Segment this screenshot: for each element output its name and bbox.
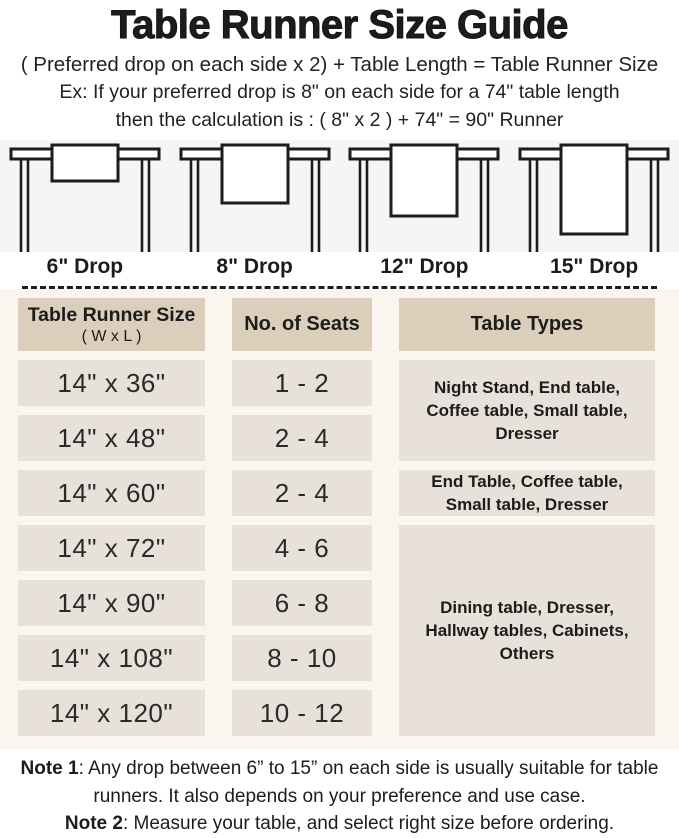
cell-seats-4-6: 4 - 6 — [232, 525, 372, 571]
drop-labels-row: 6" Drop 8" Drop 12" Drop 15" Drop — [0, 252, 679, 286]
cell-size-14x90: 14" x 90" — [18, 580, 205, 626]
cell-size-14x108: 14" x 108" — [18, 635, 205, 681]
drop-label-6in: 6" Drop — [46, 255, 124, 278]
drop-label-15in: 15" Drop — [550, 255, 639, 278]
cell-table-types-group-1: Night Stand, End table, Coffee table, Sm… — [399, 360, 655, 461]
table-figure-slot — [509, 140, 679, 252]
table-figure-15in-drop — [518, 143, 670, 252]
example-line-2: then the calculation is : ( 8" x 2 ) + 7… — [115, 109, 564, 131]
drop-label-8in: 8" Drop — [216, 255, 293, 278]
table-illustrations — [0, 140, 679, 252]
cell-size-14x36: 14" x 36" — [18, 360, 205, 406]
cell-seats-10-12: 10 - 12 — [232, 690, 372, 736]
runner — [50, 143, 120, 183]
note-1-label: Note 1 — [20, 758, 79, 779]
runner — [559, 143, 629, 236]
note-1: Note 1: Any drop between 6” to 15” on ea… — [6, 755, 673, 810]
header-table-types: Table Types — [399, 298, 655, 351]
note-2-label: Note 2 — [64, 813, 123, 834]
page-title: Table Runner Size Guide — [111, 3, 569, 48]
note-1-text: : Any drop between 6” to 15” on each sid… — [78, 758, 659, 807]
runner — [389, 143, 459, 218]
table-figure-slot — [0, 140, 170, 252]
dashed-divider — [22, 286, 657, 289]
note-2: Note 2: Measure your table, and select r… — [6, 810, 673, 838]
table-figure-8in-drop — [179, 143, 331, 252]
cell-seats-6-8: 6 - 8 — [232, 580, 372, 626]
note-2-text: : Measure your table, and select right s… — [122, 813, 615, 834]
size-table: Table Runner Size ( W x L ) No. of Seats… — [0, 289, 679, 750]
cell-table-types-group-3: Dining table, Dresser, Hallway tables, C… — [399, 525, 655, 736]
cell-seats-2-4b: 2 - 4 — [232, 470, 372, 516]
formula-text: ( Preferred drop on each side x 2) + Tab… — [20, 53, 659, 76]
example-line-1: Ex: If your preferred drop is 8" on each… — [59, 81, 620, 103]
table-figure-slot — [340, 140, 510, 252]
table-figure-slot — [170, 140, 340, 252]
header-table-runner-size-title: Table Runner Size — [27, 303, 196, 326]
cell-size-14x120: 14" x 120" — [18, 690, 205, 736]
cell-size-14x72: 14" x 72" — [18, 525, 205, 571]
notes: Note 1: Any drop between 6” to 15” on ea… — [0, 750, 679, 838]
cell-size-14x48: 14" x 48" — [18, 415, 205, 461]
table-figure-6in-drop — [9, 143, 161, 252]
runner — [220, 143, 290, 205]
table-figure-12in-drop — [348, 143, 500, 252]
cell-size-14x60: 14" x 60" — [18, 470, 205, 516]
header-table-runner-size: Table Runner Size ( W x L ) — [18, 298, 205, 351]
header-table-runner-size-sub: ( W x L ) — [81, 327, 142, 345]
cell-seats-1-2: 1 - 2 — [232, 360, 372, 406]
header-no-of-seats: No. of Seats — [232, 298, 372, 351]
drop-label-12in: 12" Drop — [380, 255, 469, 278]
cell-seats-2-4: 2 - 4 — [232, 415, 372, 461]
cell-table-types-group-2: End Table, Coffee table, Small table, Dr… — [399, 470, 655, 516]
cell-seats-8-10: 8 - 10 — [232, 635, 372, 681]
